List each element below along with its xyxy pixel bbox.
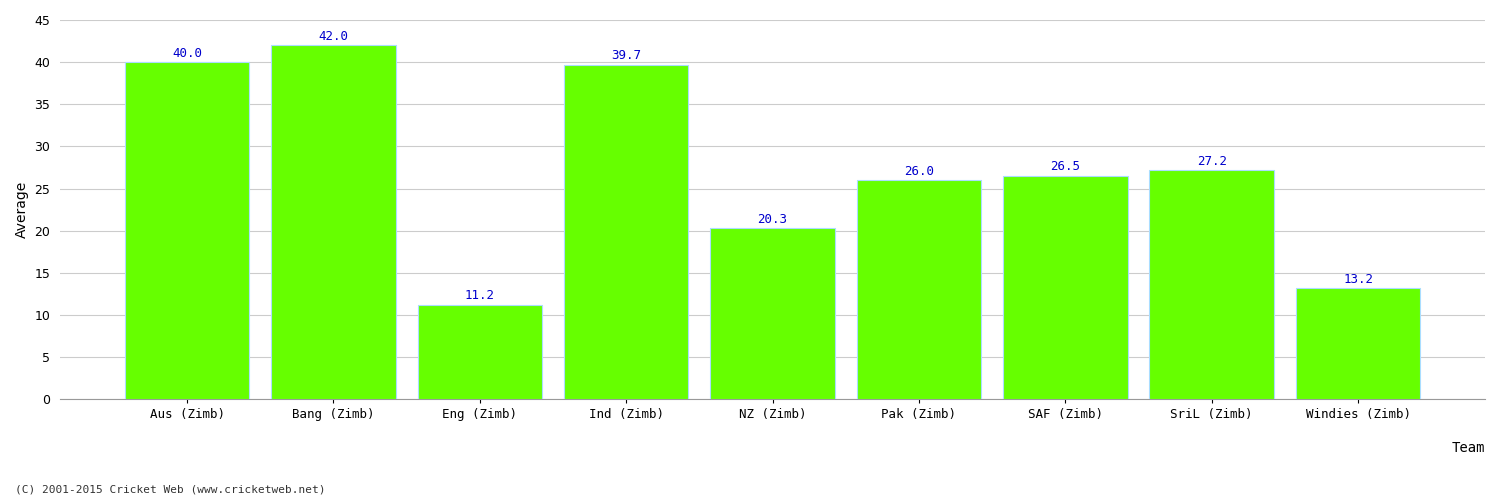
Text: 27.2: 27.2 (1197, 154, 1227, 168)
Text: 26.5: 26.5 (1050, 160, 1080, 173)
Bar (272, 46, 396, 400)
Text: 39.7: 39.7 (610, 49, 640, 62)
Text: 40.0: 40.0 (172, 46, 202, 60)
Text: 13.2: 13.2 (1342, 272, 1372, 285)
Text: Team: Team (1452, 441, 1485, 455)
Text: 20.3: 20.3 (758, 212, 788, 226)
Bar (1296, 288, 1420, 400)
Y-axis label: Average: Average (15, 181, 28, 238)
Bar (1004, 176, 1128, 400)
Text: 11.2: 11.2 (465, 290, 495, 302)
Bar (417, 305, 542, 400)
Bar (856, 180, 981, 400)
Text: 42.0: 42.0 (318, 30, 348, 43)
Text: (C) 2001-2015 Cricket Web (www.cricketweb.net): (C) 2001-2015 Cricket Web (www.cricketwe… (15, 485, 326, 495)
Bar (711, 228, 836, 400)
Bar (124, 62, 249, 400)
Bar (564, 64, 688, 400)
Text: 26.0: 26.0 (904, 164, 934, 177)
Bar (1149, 170, 1274, 400)
